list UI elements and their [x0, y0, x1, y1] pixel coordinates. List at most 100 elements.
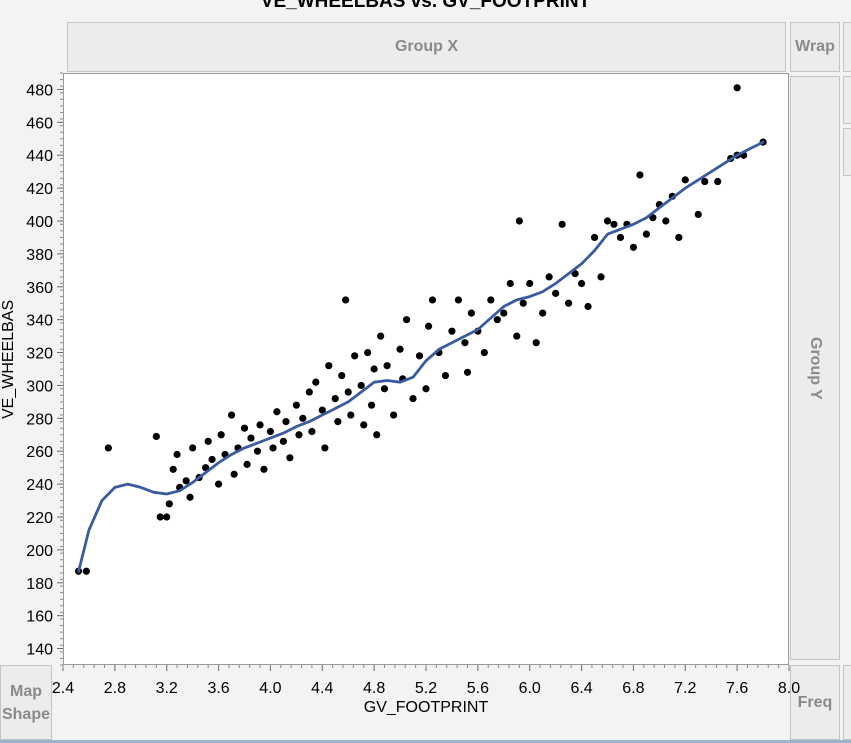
- data-point[interactable]: [156, 513, 164, 521]
- data-point[interactable]: [370, 365, 378, 373]
- data-point[interactable]: [448, 327, 456, 335]
- data-point[interactable]: [82, 567, 90, 575]
- data-point[interactable]: [415, 352, 424, 360]
- data-point[interactable]: [357, 381, 365, 390]
- data-point[interactable]: [636, 171, 644, 179]
- data-point[interactable]: [441, 371, 450, 380]
- data-point[interactable]: [360, 421, 368, 429]
- data-point[interactable]: [299, 414, 307, 422]
- data-point[interactable]: [204, 437, 212, 445]
- color-drop-zone[interactable]: [843, 76, 851, 124]
- data-point[interactable]: [269, 444, 277, 452]
- data-point[interactable]: [312, 378, 320, 386]
- data-point[interactable]: [318, 406, 326, 414]
- data-point[interactable]: [577, 279, 586, 288]
- data-point[interactable]: [273, 408, 281, 416]
- data-point[interactable]: [240, 424, 249, 432]
- data-point[interactable]: [351, 352, 359, 360]
- data-point[interactable]: [539, 309, 547, 317]
- data-point[interactable]: [603, 217, 612, 225]
- data-point[interactable]: [163, 513, 171, 521]
- data-point[interactable]: [714, 177, 722, 186]
- data-point[interactable]: [208, 455, 216, 464]
- data-point[interactable]: [565, 299, 573, 307]
- data-point[interactable]: [422, 385, 430, 393]
- data-point[interactable]: [662, 217, 670, 225]
- smoother-line[interactable]: [77, 140, 765, 573]
- map-shape-drop-zone[interactable]: Map Shape: [0, 665, 52, 740]
- data-point[interactable]: [182, 477, 190, 485]
- page-drop-zone[interactable]: [843, 665, 851, 740]
- data-point[interactable]: [584, 302, 592, 311]
- data-point[interactable]: [152, 432, 160, 441]
- x-axis-label[interactable]: GV_FOOTPRINT: [363, 699, 489, 716]
- data-point[interactable]: [558, 220, 566, 228]
- data-point[interactable]: [610, 220, 618, 228]
- data-point[interactable]: [506, 279, 514, 288]
- data-point[interactable]: [428, 296, 437, 304]
- data-point[interactable]: [389, 411, 398, 419]
- data-point[interactable]: [694, 210, 702, 219]
- data-point[interactable]: [675, 233, 683, 242]
- data-point[interactable]: [247, 434, 255, 442]
- data-point[interactable]: [189, 444, 197, 452]
- data-point[interactable]: [733, 84, 741, 92]
- data-point[interactable]: [260, 465, 268, 473]
- data-point[interactable]: [173, 450, 181, 459]
- data-point[interactable]: [227, 411, 236, 419]
- data-point[interactable]: [377, 332, 385, 340]
- data-point[interactable]: [266, 427, 275, 436]
- data-point[interactable]: [493, 316, 501, 324]
- data-point[interactable]: [104, 444, 112, 452]
- data-point[interactable]: [642, 230, 650, 238]
- data-point[interactable]: [402, 316, 411, 324]
- data-point[interactable]: [552, 289, 560, 297]
- data-point[interactable]: [532, 339, 540, 347]
- data-point[interactable]: [519, 299, 527, 307]
- data-point[interactable]: [169, 465, 177, 473]
- data-point[interactable]: [243, 460, 251, 468]
- data-point[interactable]: [526, 279, 534, 288]
- data-point[interactable]: [344, 388, 352, 396]
- data-point[interactable]: [230, 470, 238, 478]
- data-point[interactable]: [590, 233, 599, 242]
- data-point[interactable]: [334, 418, 342, 426]
- data-point[interactable]: [701, 177, 709, 186]
- overlay-drop-zone[interactable]: [843, 22, 851, 72]
- data-point[interactable]: [571, 270, 579, 278]
- data-point[interactable]: [629, 243, 638, 251]
- data-point[interactable]: [325, 362, 333, 370]
- data-point[interactable]: [217, 431, 225, 439]
- data-point[interactable]: [186, 493, 194, 501]
- data-point[interactable]: [321, 444, 329, 452]
- data-point[interactable]: [649, 214, 657, 222]
- wrap-drop-zone[interactable]: Wrap: [790, 22, 840, 72]
- data-point[interactable]: [597, 273, 605, 281]
- data-point[interactable]: [279, 437, 287, 445]
- data-point[interactable]: [424, 322, 433, 330]
- data-point[interactable]: [383, 362, 391, 370]
- data-point[interactable]: [616, 233, 625, 242]
- data-point[interactable]: [480, 348, 488, 357]
- data-point[interactable]: [515, 217, 523, 225]
- group-x-drop-zone[interactable]: Group X: [67, 22, 786, 72]
- data-point[interactable]: [396, 345, 404, 353]
- data-point[interactable]: [347, 411, 355, 419]
- data-point[interactable]: [463, 368, 472, 376]
- data-point[interactable]: [342, 296, 350, 304]
- data-point[interactable]: [513, 332, 521, 340]
- group-y-drop-zone[interactable]: Group Y: [790, 76, 840, 660]
- data-point[interactable]: [286, 454, 294, 462]
- data-point[interactable]: [461, 339, 469, 347]
- data-point[interactable]: [165, 500, 173, 508]
- data-point[interactable]: [292, 401, 300, 409]
- data-point[interactable]: [545, 273, 553, 281]
- data-point[interactable]: [308, 427, 316, 436]
- data-point[interactable]: [331, 395, 339, 403]
- data-point[interactable]: [295, 431, 303, 439]
- data-point[interactable]: [681, 176, 689, 184]
- data-point[interactable]: [373, 431, 381, 439]
- data-point[interactable]: [367, 401, 376, 409]
- data-point[interactable]: [409, 395, 417, 403]
- data-point[interactable]: [214, 480, 223, 488]
